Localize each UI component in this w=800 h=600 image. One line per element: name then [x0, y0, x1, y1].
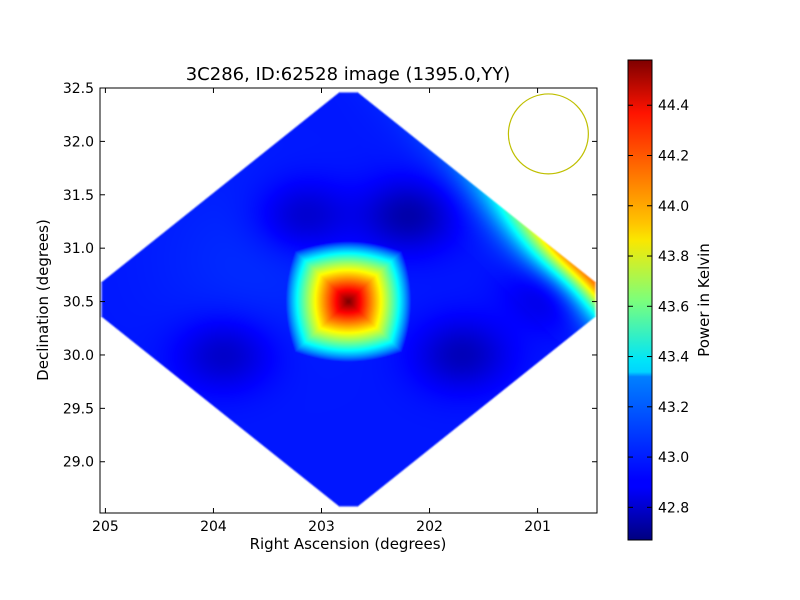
colorbar-tick-label: 44.2 — [658, 148, 689, 164]
x-tick-label: 203 — [308, 519, 335, 535]
y-tick-label: 31.5 — [63, 188, 94, 204]
x-axis-label: Right Ascension (degrees) — [250, 535, 447, 553]
colorbar-tick-label: 44.0 — [658, 199, 689, 215]
y-tick-label: 31.0 — [63, 241, 94, 257]
y-tick-label: 32.0 — [63, 134, 94, 150]
y-axis-ticks: 29.0 29.5 30.0 30.5 31.0 31.5 32.0 32.5 — [63, 81, 597, 471]
colorbar-ticks: 42.8 43.0 43.2 43.4 43.6 43.8 44.0 44.2 44.4 — [628, 98, 689, 516]
plot-frame — [99, 87, 598, 514]
chart-title: 3C286, ID:62528 image (1395.0,YY) — [186, 64, 511, 85]
colorbar-label: Power in Kelvin — [695, 243, 713, 357]
x-axis-ticks: 205 204 203 202 201 — [92, 88, 551, 535]
y-tick-label: 30.0 — [63, 348, 94, 364]
colorbar-tick-label: 43.4 — [658, 350, 689, 366]
colorbar-tick-label: 43.8 — [658, 249, 689, 265]
colorbar-tick-label: 43.6 — [658, 299, 689, 315]
y-tick-label: 29.0 — [63, 455, 94, 471]
x-tick-label: 201 — [524, 519, 551, 535]
plot-area — [100, 88, 597, 513]
colorbar-tick-label: 44.4 — [658, 98, 689, 114]
heatmap-image — [100, 88, 597, 513]
y-axis-label: Declination (degrees) — [34, 219, 52, 381]
y-tick-label: 32.5 — [63, 81, 94, 97]
colorbar-tick-label: 43.2 — [658, 400, 689, 416]
y-tick-label: 30.5 — [63, 295, 94, 311]
x-tick-label: 204 — [200, 519, 227, 535]
y-tick-label: 29.5 — [63, 401, 94, 417]
beam-circle — [507, 93, 589, 175]
x-tick-label: 202 — [416, 519, 443, 535]
colorbar-tick-label: 42.8 — [658, 500, 689, 516]
x-tick-label: 205 — [92, 519, 119, 535]
colorbar-tick-label: 43.0 — [658, 450, 689, 466]
colorbar — [627, 59, 653, 541]
